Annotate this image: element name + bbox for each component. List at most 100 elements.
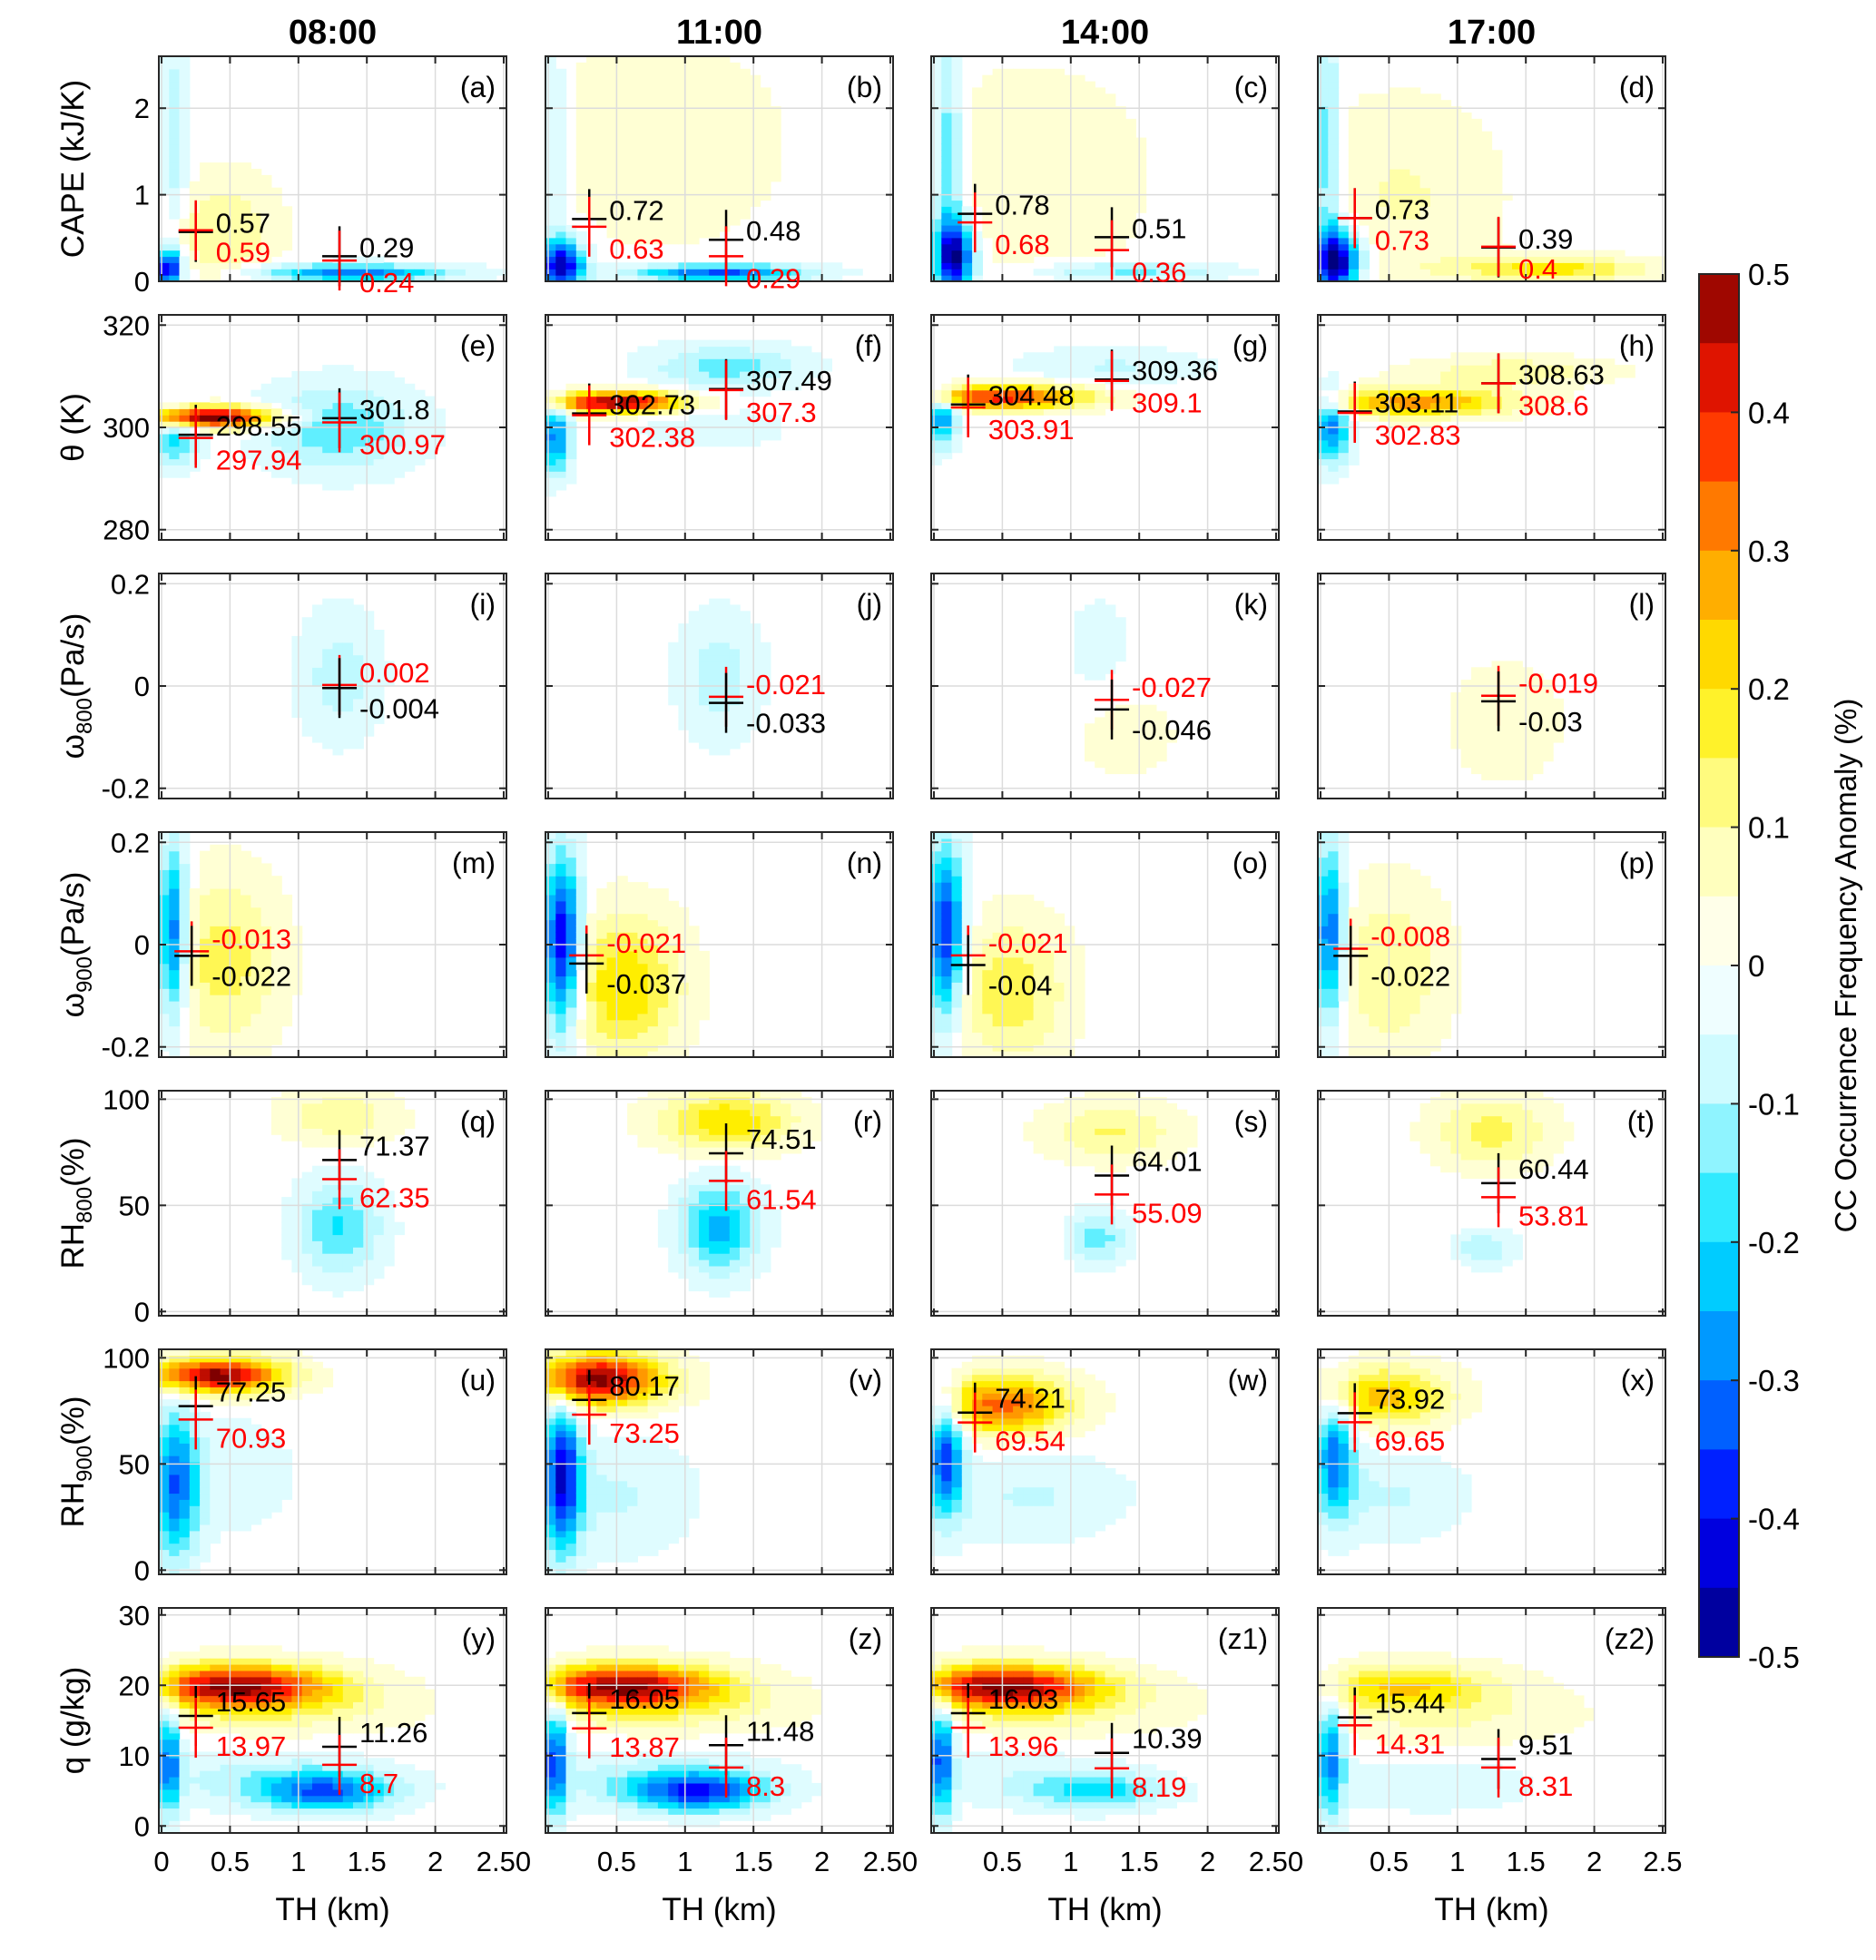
heatmap-cell xyxy=(575,93,587,101)
heatmap-cell xyxy=(1023,243,1035,251)
heatmap-cell xyxy=(1429,371,1441,378)
heatmap-cell xyxy=(941,62,953,70)
heatmap-cell xyxy=(1033,187,1045,195)
heatmap-cell xyxy=(1389,181,1400,189)
heatmap-cell xyxy=(1338,396,1350,404)
heatmap-cell xyxy=(1379,225,1390,232)
heatmap-cell xyxy=(1318,174,1329,182)
heatmap-cell xyxy=(1023,219,1035,226)
heatmap-cell xyxy=(169,408,181,416)
heatmap-cell xyxy=(1379,181,1390,189)
heatmap-cell xyxy=(951,68,963,76)
heatmap-cell xyxy=(230,975,241,983)
heatmap-cell xyxy=(555,225,567,232)
heatmap-cell xyxy=(1419,131,1431,139)
heatmap-cell xyxy=(342,673,354,681)
heatmap-cell xyxy=(750,358,761,366)
heatmap-cell xyxy=(1429,389,1441,397)
heatmap-cell xyxy=(678,174,690,182)
heatmap-cell xyxy=(241,421,251,428)
heatmap-cell xyxy=(668,193,680,201)
heatmap-cell xyxy=(750,339,761,348)
heatmap-cell xyxy=(1013,174,1024,182)
heatmap-cell xyxy=(657,93,669,101)
heatmap-cell xyxy=(668,118,680,126)
marker-value-label: 301.8 xyxy=(359,394,430,426)
heatmap-cell xyxy=(1002,219,1014,226)
heatmap-cell xyxy=(586,56,597,64)
heatmap-cell xyxy=(1419,193,1431,201)
heatmap-cell xyxy=(301,402,313,409)
heatmap-cell xyxy=(394,427,405,435)
heatmap-cell xyxy=(1369,124,1380,132)
heatmap-cell xyxy=(678,113,690,120)
heatmap-cell xyxy=(545,237,556,245)
heatmap-cell xyxy=(740,736,751,743)
heatmap-cell xyxy=(159,162,170,170)
y-tick-label: 320 xyxy=(103,309,150,341)
heatmap-cell xyxy=(1481,730,1493,737)
heatmap-cell xyxy=(1389,237,1400,245)
heatmap-cell xyxy=(1023,87,1035,94)
heatmap-cell xyxy=(760,118,771,126)
heatmap-cell xyxy=(555,106,567,113)
heatmap-cell xyxy=(678,206,690,213)
heatmap-cell xyxy=(250,882,262,889)
heatmap-cell xyxy=(668,396,680,404)
heatmap-cell xyxy=(668,206,680,213)
heatmap-cell xyxy=(189,950,201,958)
heatmap-cell xyxy=(668,339,680,348)
heatmap-cell xyxy=(951,200,963,207)
heatmap-cell xyxy=(250,187,262,195)
heatmap-cell xyxy=(332,717,344,724)
heatmap-cell xyxy=(1054,200,1066,207)
heatmap-cell xyxy=(404,396,416,404)
heatmap-cell xyxy=(688,723,700,730)
heatmap-cell xyxy=(1440,415,1452,422)
heatmap-cell xyxy=(1023,118,1035,126)
heatmap-cell xyxy=(750,680,761,687)
heatmap-cell xyxy=(982,225,994,232)
heatmap-cell xyxy=(322,730,334,737)
heatmap-cell xyxy=(699,74,710,83)
heatmap-cell xyxy=(383,661,395,668)
heatmap-cell xyxy=(1176,269,1188,276)
heatmap-cell xyxy=(291,396,303,404)
heatmap-cell xyxy=(961,269,973,276)
heatmap-cell xyxy=(1553,377,1564,385)
heatmap-cell xyxy=(270,275,282,281)
heatmap-cell xyxy=(941,169,953,176)
heatmap-cell xyxy=(281,377,293,385)
heatmap-cell xyxy=(729,150,741,157)
heatmap-cell xyxy=(1105,604,1116,612)
heatmap-cell xyxy=(241,1038,251,1045)
heatmap-cell xyxy=(363,408,375,416)
heatmap-cell xyxy=(668,74,680,83)
heatmap-cell xyxy=(750,427,761,435)
heatmap-cell xyxy=(719,131,731,139)
heatmap-cell xyxy=(586,187,597,195)
heatmap-cell xyxy=(678,181,690,189)
heatmap-cell xyxy=(555,74,567,83)
heatmap-cell xyxy=(200,262,211,270)
heatmap-cell xyxy=(729,200,741,207)
heatmap-cell xyxy=(169,857,181,865)
heatmap-cell xyxy=(1583,269,1595,276)
heatmap-cell xyxy=(241,1025,251,1034)
heatmap-cell xyxy=(1095,654,1106,662)
heatmap-cell xyxy=(230,869,241,877)
heatmap-cell xyxy=(1512,262,1523,270)
heatmap-cell xyxy=(1105,611,1116,618)
heatmap-cell xyxy=(1105,371,1116,378)
heatmap-cell xyxy=(414,269,426,276)
heatmap-cell xyxy=(322,402,334,409)
heatmap-cell xyxy=(709,87,721,94)
heatmap-cell xyxy=(179,446,191,454)
heatmap-cell xyxy=(404,269,416,276)
heatmap-cell xyxy=(760,358,771,366)
heatmap-cell xyxy=(373,642,385,650)
heatmap-cell xyxy=(637,193,649,201)
heatmap-cell xyxy=(1105,754,1116,762)
heatmap-cell xyxy=(719,106,731,113)
